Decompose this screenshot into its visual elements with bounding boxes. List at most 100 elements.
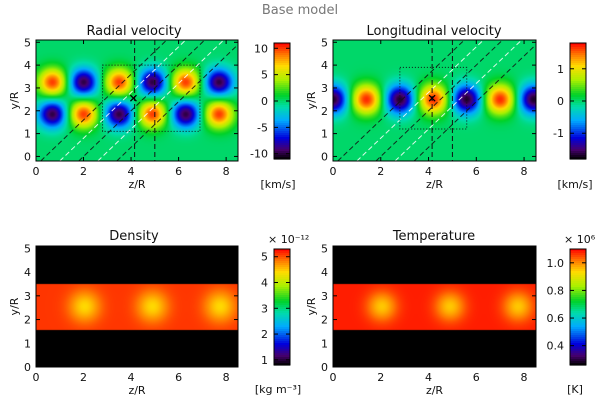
colorbar-segment: [274, 81, 290, 84]
colorbar-segment: [274, 67, 290, 70]
colorbar-segment: [570, 361, 586, 364]
colorbar-segment: [274, 77, 290, 80]
colorbar-segment: [274, 121, 290, 124]
colorbar-segment: [274, 327, 290, 330]
overlay-group: [40, 39, 239, 162]
colorbar-segment: [570, 69, 586, 72]
y-tick-label: 2: [321, 105, 328, 118]
dashed-field-line: [78, 39, 206, 162]
colorbar-segment: [570, 73, 586, 76]
colorbar-segment: [570, 49, 586, 52]
x-tick-label: 6: [175, 165, 182, 178]
y-tick-label: 5: [321, 36, 328, 49]
colorbar-segment: [274, 271, 290, 274]
colorbar-segment: [274, 349, 290, 352]
y-tick-label: 3: [24, 82, 31, 95]
colorbar-segment: [274, 57, 290, 60]
colorbar-segment: [570, 341, 586, 344]
colorbar-multiplier: × 10⁻¹²: [268, 233, 309, 246]
y-tick-label: 1: [24, 337, 31, 350]
colorbar-segment: [570, 267, 586, 270]
colorbar-segment: [570, 273, 586, 276]
colorbar-segment: [274, 97, 290, 100]
colorbar-tick-label: -1: [553, 127, 564, 140]
colorbar-segment: [570, 139, 586, 142]
colorbar-segment: [570, 353, 586, 356]
colorbar-tick-label: 5: [261, 251, 268, 264]
colorbar-segment: [570, 67, 586, 70]
x-tick-label: 6: [175, 371, 182, 384]
x-tick-label: 6: [473, 165, 480, 178]
colorbar-segment: [570, 125, 586, 128]
colorbar-segment: [274, 351, 290, 354]
colorbar-segment: [274, 119, 290, 122]
colorbar-segment: [274, 123, 290, 126]
plot-frame: [332, 39, 537, 162]
y-tick-label: 5: [321, 242, 328, 255]
colorbar-segment: [570, 305, 586, 308]
colorbar-segment: [274, 321, 290, 324]
colorbar-segment: [570, 251, 586, 254]
colorbar-segment: [274, 151, 290, 154]
colorbar-segment: [274, 51, 290, 54]
colorbar-segment: [274, 109, 290, 112]
colorbar-segment: [274, 279, 290, 282]
colorbar-segment: [274, 257, 290, 260]
colorbar-segment: [570, 297, 586, 300]
colorbar-segment: [570, 269, 586, 272]
colorbar-segment: [570, 309, 586, 312]
colorbar-tick-label: 2: [261, 328, 268, 341]
colorbar-segment: [274, 137, 290, 140]
colorbar-segment: [274, 125, 290, 128]
colorbar-segment: [570, 347, 586, 350]
figure-title: Base model: [262, 3, 338, 18]
colorbar-segment: [570, 77, 586, 80]
dashed-field-line: [375, 39, 503, 162]
colorbar-segment: [570, 117, 586, 120]
y-tick-label: 3: [24, 290, 31, 303]
colorbar-segment: [570, 79, 586, 82]
dotted-region-box: [102, 64, 201, 132]
colorbar-segment: [274, 265, 290, 268]
colorbar-segment: [570, 157, 586, 160]
x-tick-label: 0: [330, 165, 337, 178]
colorbar-segment: [570, 363, 586, 366]
colorbar-segment: [570, 323, 586, 326]
colorbar-segment: [570, 107, 586, 110]
colorbar-segment: [274, 111, 290, 114]
colorbar: 1 0 -1 [km/s]: [553, 42, 593, 191]
colorbar-multiplier: × 10⁶: [564, 233, 596, 246]
colorbar-segment: [570, 331, 586, 334]
colorbar-segment: [570, 263, 586, 266]
colorbar-segment: [274, 145, 290, 148]
colorbar-segment: [274, 339, 290, 342]
colorbar-segment: [274, 87, 290, 90]
colorbar-segment: [274, 63, 290, 66]
colorbar-segment: [570, 101, 586, 104]
colorbar-segment: [274, 147, 290, 150]
colorbar-tick-label: -10: [250, 148, 268, 161]
colorbar-segment: [274, 343, 290, 346]
colorbar-segment: [274, 79, 290, 82]
plot-frame: [332, 245, 537, 368]
colorbar-segment: [570, 109, 586, 112]
colorbar-segment: [570, 121, 586, 124]
colorbar-segment: [570, 339, 586, 342]
colorbar-segment: [570, 337, 586, 340]
x-tick-label: 8: [521, 165, 528, 178]
colorbar-segment: [274, 269, 290, 272]
colorbar-segment: [570, 151, 586, 154]
colorbar-segment: [274, 253, 290, 256]
colorbar-segment: [570, 301, 586, 304]
colorbar-segment: [274, 95, 290, 98]
colorbar-segment: [274, 143, 290, 146]
colorbar-segment: [274, 317, 290, 320]
colorbar-segment: [274, 49, 290, 52]
colorbar-segment: [274, 45, 290, 48]
colorbar-segment: [274, 249, 290, 252]
colorbar-segment: [570, 291, 586, 294]
dotted-region-box: [399, 66, 468, 130]
colorbar-segment: [570, 137, 586, 140]
colorbar-frame: [273, 248, 291, 366]
